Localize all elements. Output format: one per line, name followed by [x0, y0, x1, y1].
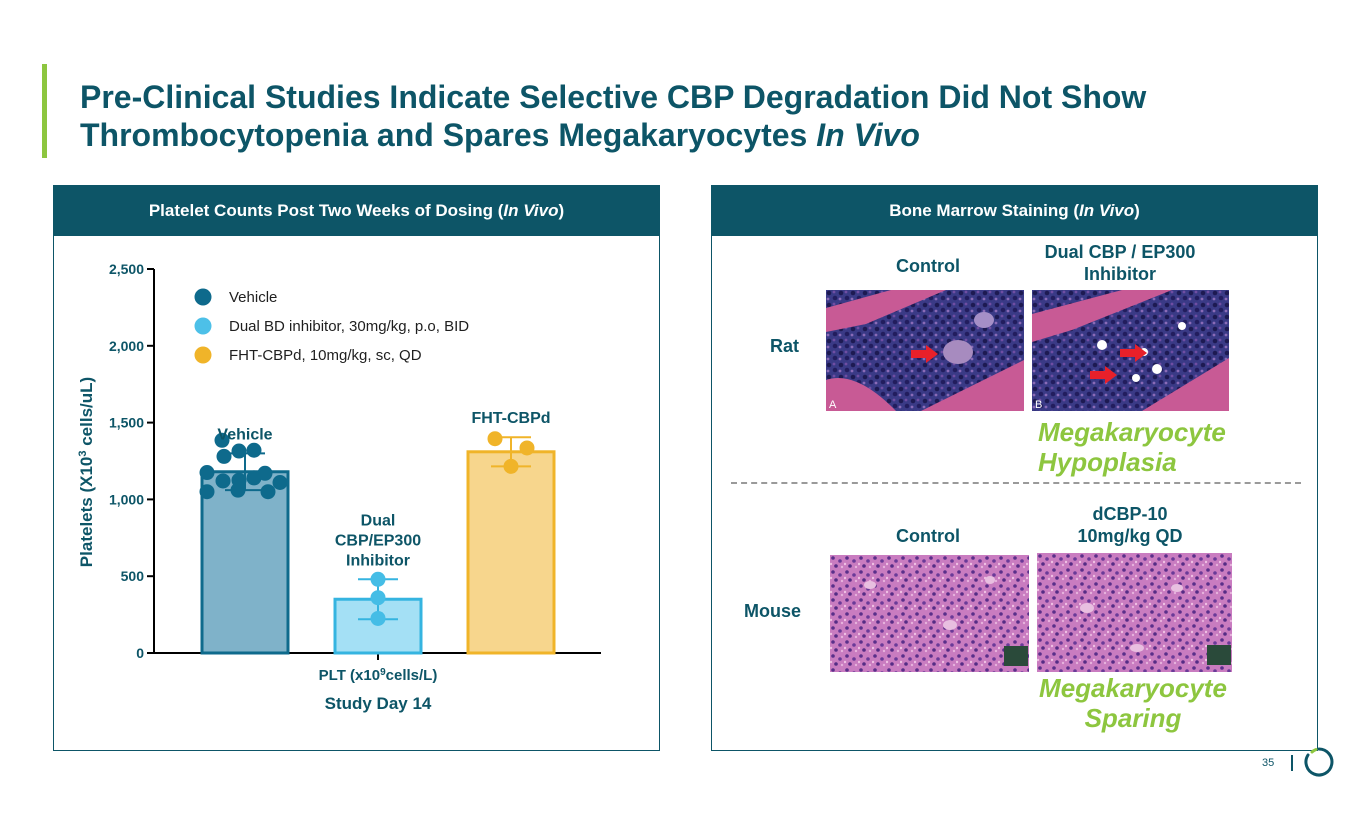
- bar-label: Inhibitor: [346, 552, 410, 569]
- data-point: [230, 482, 246, 498]
- y-tick-label: 2,500: [109, 261, 144, 277]
- mouse-row-label: Mouse: [744, 601, 802, 621]
- data-point: [257, 465, 273, 481]
- bar: [466, 450, 556, 655]
- bar-label: Vehicle: [217, 426, 272, 443]
- bone-marrow-panel-header: Bone Marrow Staining (In Vivo): [712, 186, 1317, 236]
- x-axis-label-study-day: Study Day 14: [325, 694, 432, 713]
- data-point: [487, 431, 503, 447]
- title-italic: In Vivo: [816, 117, 920, 153]
- bar-label: Dual: [361, 512, 396, 529]
- title-line1: Pre-Clinical Studies Indicate Selective …: [80, 79, 1147, 115]
- sparing-finding: Megakaryocyte Sparing: [1039, 673, 1227, 733]
- rat-treatment-micrograph: B: [1032, 290, 1229, 411]
- y-axis-label: Platelets (X103 cells/uL): [77, 377, 96, 567]
- bar-group: Dual CBP/EP300 Inhibitor: [333, 512, 423, 655]
- legend-label: FHT-CBPd, 10mg/kg, sc, QD: [229, 347, 422, 364]
- mouse-control-micrograph: [830, 555, 1029, 672]
- bar-label: CBP/EP300: [335, 532, 421, 549]
- x-axis-label-sup: 9: [380, 667, 386, 678]
- legend-marker: [194, 288, 212, 306]
- mouse-control-label: Control: [896, 526, 960, 546]
- data-point: [215, 473, 231, 489]
- legend-label: Vehicle: [229, 289, 277, 306]
- rat-panel-a-letter: A: [829, 399, 837, 411]
- platelet-bar-chart: 0 500 1,000 1,500 2,000 2,500 Vehicle Dual CBP/…: [77, 261, 601, 713]
- data-point: [214, 432, 230, 448]
- y-tick-label: 1,000: [109, 491, 144, 507]
- bar-label: FHT-CBPd: [471, 410, 550, 427]
- mouse-treatment-label: dCBP-10 10mg/kg QD: [1077, 504, 1183, 546]
- legend-marker: [194, 346, 212, 364]
- data-point: [199, 465, 215, 481]
- data-point: [370, 571, 386, 587]
- y-axis-label-sup: 3: [77, 451, 89, 457]
- page-number: 35: [1262, 757, 1275, 769]
- rat-row-label: Rat: [770, 336, 800, 356]
- legend-marker: [194, 317, 212, 335]
- legend-item: Dual BD inhibitor, 30mg/kg, p.o, BID: [194, 317, 469, 335]
- y-tick-label: 0: [136, 645, 144, 661]
- data-point: [246, 442, 262, 458]
- data-point: [370, 590, 386, 606]
- data-point: [272, 475, 288, 491]
- data-point: [503, 458, 519, 474]
- data-point: [260, 484, 276, 500]
- title-accent-bar: [42, 64, 47, 158]
- section-divider: [731, 482, 1301, 484]
- bar-group: Vehicle: [199, 426, 290, 655]
- legend-item: Vehicle: [194, 288, 277, 306]
- bar: [200, 470, 290, 655]
- data-point: [216, 448, 232, 464]
- rat-treatment-label: Dual CBP / EP300 Inhibitor: [1044, 242, 1196, 284]
- data-point: [370, 610, 386, 626]
- page-number-separator: [1291, 755, 1293, 771]
- rat-panel-b-letter: B: [1035, 399, 1042, 411]
- hypoplasia-finding: Megakaryocyte Hypoplasia: [1038, 417, 1226, 477]
- y-tick-label: 500: [121, 568, 145, 584]
- legend-item: FHT-CBPd, 10mg/kg, sc, QD: [194, 346, 422, 364]
- data-point: [519, 440, 535, 456]
- rat-control-micrograph: A: [826, 290, 1024, 411]
- legend-label: Dual BD inhibitor, 30mg/kg, p.o, BID: [229, 318, 469, 335]
- bar-group: FHT-CBPd: [466, 410, 556, 655]
- y-tick-label: 2,000: [109, 338, 144, 354]
- platelet-chart-panel: Platelet Counts Post Two Weeks of Dosing…: [53, 185, 660, 751]
- data-point: [231, 443, 247, 459]
- x-axis-label: PLT (x109cells/L): [319, 667, 438, 685]
- mouse-treatment-micrograph: [1037, 553, 1232, 672]
- company-logo-icon: [1304, 747, 1334, 777]
- y-tick-label: 1,500: [109, 415, 144, 431]
- platelet-panel-header: Platelet Counts Post Two Weeks of Dosing…: [54, 186, 659, 236]
- page-title: Pre-Clinical Studies Indicate Selective …: [80, 78, 1146, 154]
- data-point: [199, 484, 215, 500]
- rat-control-label: Control: [896, 256, 960, 276]
- title-line2: Thrombocytopenia and Spares Megakaryocyt…: [80, 117, 817, 153]
